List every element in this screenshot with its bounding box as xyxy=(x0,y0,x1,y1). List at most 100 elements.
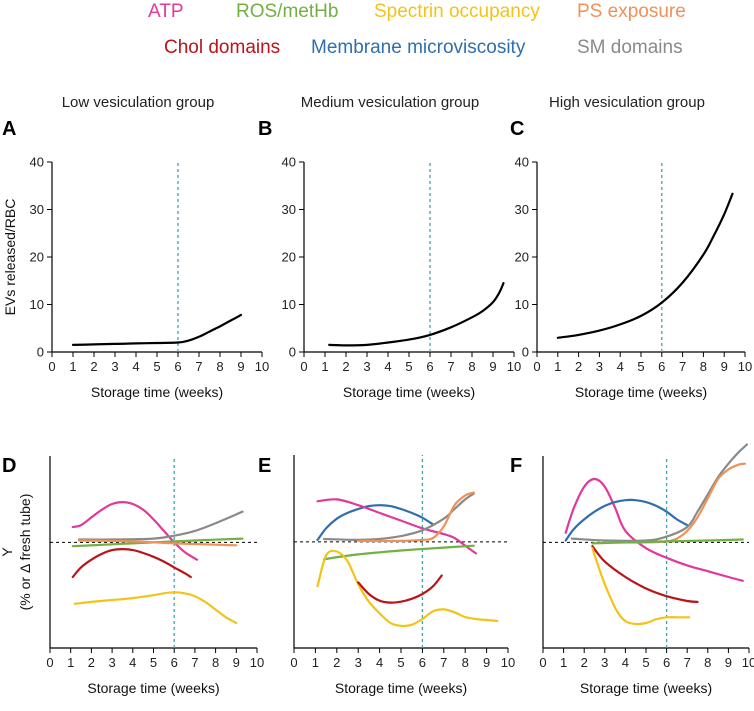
x-tick-label: 9 xyxy=(237,359,244,374)
x-tick-label: 10 xyxy=(738,359,752,374)
x-tick-label: 3 xyxy=(355,655,362,670)
x-axis-label: Storage time (weeks) xyxy=(87,680,219,696)
series-line-ros-methb xyxy=(591,538,744,545)
x-axis-label: Storage time (weeks) xyxy=(343,384,475,400)
legend-entry-ros-methb: ROS/metHb xyxy=(236,1,338,22)
x-tick-label: 4 xyxy=(132,359,139,374)
x-tick-label: 8 xyxy=(704,655,711,670)
y-tick-label: 0 xyxy=(289,345,296,360)
legend: ATP ROS/metHb Spectrin occupancy PS expo… xyxy=(148,1,686,58)
series-line-spectrin-occupancy xyxy=(316,549,499,628)
x-tick-label: 10 xyxy=(501,655,515,670)
y-tick-label: 20 xyxy=(282,250,296,265)
x-tick-label: 6 xyxy=(663,655,670,670)
x-axis-label: Storage time (weeks) xyxy=(580,680,712,696)
x-axis-label: Storage time (weeks) xyxy=(91,384,223,400)
legend-entry-membrane-microviscosity: Membrane microviscosity xyxy=(311,37,526,58)
x-tick-label: 5 xyxy=(642,655,649,670)
x-tick-label: 3 xyxy=(111,359,118,374)
x-tick-label: 1 xyxy=(560,655,567,670)
x-tick-label: 3 xyxy=(601,655,608,670)
series-line-evs-released-rbc xyxy=(328,282,505,347)
series-line-spectrin-occupancy xyxy=(591,547,691,626)
x-tick-label: 6 xyxy=(426,359,433,374)
x-tick-label: 4 xyxy=(384,359,391,374)
x-tick-label: 2 xyxy=(342,359,349,374)
legend-entry-sm-domains: SM domains xyxy=(577,37,683,58)
x-tick-label: 9 xyxy=(725,655,732,670)
x-tick-label: 7 xyxy=(679,359,686,374)
x-tick-label: 8 xyxy=(212,655,219,670)
panel-d: D 0 1 2 3 4 5 6 7 8 9 10 Storage time (weeks) Y (% or … xyxy=(0,455,264,696)
x-tick-label: 3 xyxy=(363,359,370,374)
x-tick-label: 7 xyxy=(195,359,202,374)
x-tick-label: 0 xyxy=(46,655,53,670)
legend-entry-spectrin-occupancy: Spectrin occupancy xyxy=(374,1,540,22)
legend-entry-atp: ATP xyxy=(148,1,184,22)
y-tick-label: 20 xyxy=(515,250,529,265)
series-line-membrane-microviscosity xyxy=(564,498,689,542)
series-line-chol-domains xyxy=(357,574,443,604)
x-tick-label: 8 xyxy=(700,359,707,374)
series-line-sm-domains xyxy=(77,510,244,541)
series-line-ps-exposure xyxy=(77,539,238,547)
y-tick-label: 10 xyxy=(515,297,529,312)
series-line-chol-domains xyxy=(591,545,699,603)
x-tick-label: 7 xyxy=(440,655,447,670)
x-tick-label: 0 xyxy=(300,359,307,374)
x-tick-label: 6 xyxy=(174,359,181,374)
x-tick-label: 8 xyxy=(216,359,223,374)
y-tick-label: 0 xyxy=(37,345,44,360)
y-tick-label: 30 xyxy=(282,202,296,217)
x-tick-label: 1 xyxy=(321,359,328,374)
series-line-chol-domains xyxy=(71,548,192,579)
group-title-high: High vesiculation group xyxy=(549,94,705,111)
x-tick-label: 6 xyxy=(419,655,426,670)
x-tick-label: 1 xyxy=(67,655,74,670)
x-tick-label: 1 xyxy=(554,359,561,374)
y-tick-label: 0 xyxy=(522,345,529,360)
series-line-ros-methb xyxy=(322,544,475,561)
x-tick-label: 0 xyxy=(290,655,297,670)
x-tick-label: 2 xyxy=(88,655,95,670)
x-tick-label: 9 xyxy=(721,359,728,374)
x-tick-label: 5 xyxy=(637,359,644,374)
y-tick-label: 40 xyxy=(515,155,529,170)
series-line-atp xyxy=(316,498,477,555)
y-axis-label: EVs released/RBC xyxy=(2,199,18,316)
x-tick-label: 10 xyxy=(250,655,264,670)
series-line-ps-exposure xyxy=(357,491,475,543)
x-tick-label: 6 xyxy=(171,655,178,670)
x-tick-label: 10 xyxy=(742,655,754,670)
group-title-medium: Medium vesiculation group xyxy=(301,94,479,111)
x-tick-label: 4 xyxy=(129,655,136,670)
series-line-sm-domains xyxy=(570,443,748,542)
panel-label-c: C xyxy=(510,118,524,140)
x-tick-label: 2 xyxy=(333,655,340,670)
x-tick-label: 7 xyxy=(447,359,454,374)
panel-label-a: A xyxy=(2,118,16,140)
x-tick-label: 2 xyxy=(575,359,582,374)
group-title-low: Low vesiculation group xyxy=(62,94,215,111)
y-axis-label: Y xyxy=(0,547,15,557)
x-tick-label: 1 xyxy=(69,359,76,374)
x-tick-label: 9 xyxy=(489,359,496,374)
panel-label-e: E xyxy=(258,455,271,477)
x-tick-label: 0 xyxy=(539,655,546,670)
y-axis-label-secondary: (% or Δ fresh tube) xyxy=(17,494,33,611)
y-tick-label: 40 xyxy=(282,155,296,170)
series-line-evs-released-rbc xyxy=(556,192,734,339)
legend-entry-ps-exposure: PS exposure xyxy=(577,1,686,22)
x-tick-label: 5 xyxy=(405,359,412,374)
panel-e: E 0 1 2 3 4 5 6 7 8 9 10 Storage time (weeks) xyxy=(258,455,515,696)
panel-label-f: F xyxy=(510,455,522,477)
x-tick-label: 0 xyxy=(48,359,55,374)
x-tick-label: 3 xyxy=(108,655,115,670)
series-line-evs-released-rbc xyxy=(71,313,243,346)
y-tick-label: 20 xyxy=(30,250,44,265)
x-tick-label: 10 xyxy=(255,359,269,374)
